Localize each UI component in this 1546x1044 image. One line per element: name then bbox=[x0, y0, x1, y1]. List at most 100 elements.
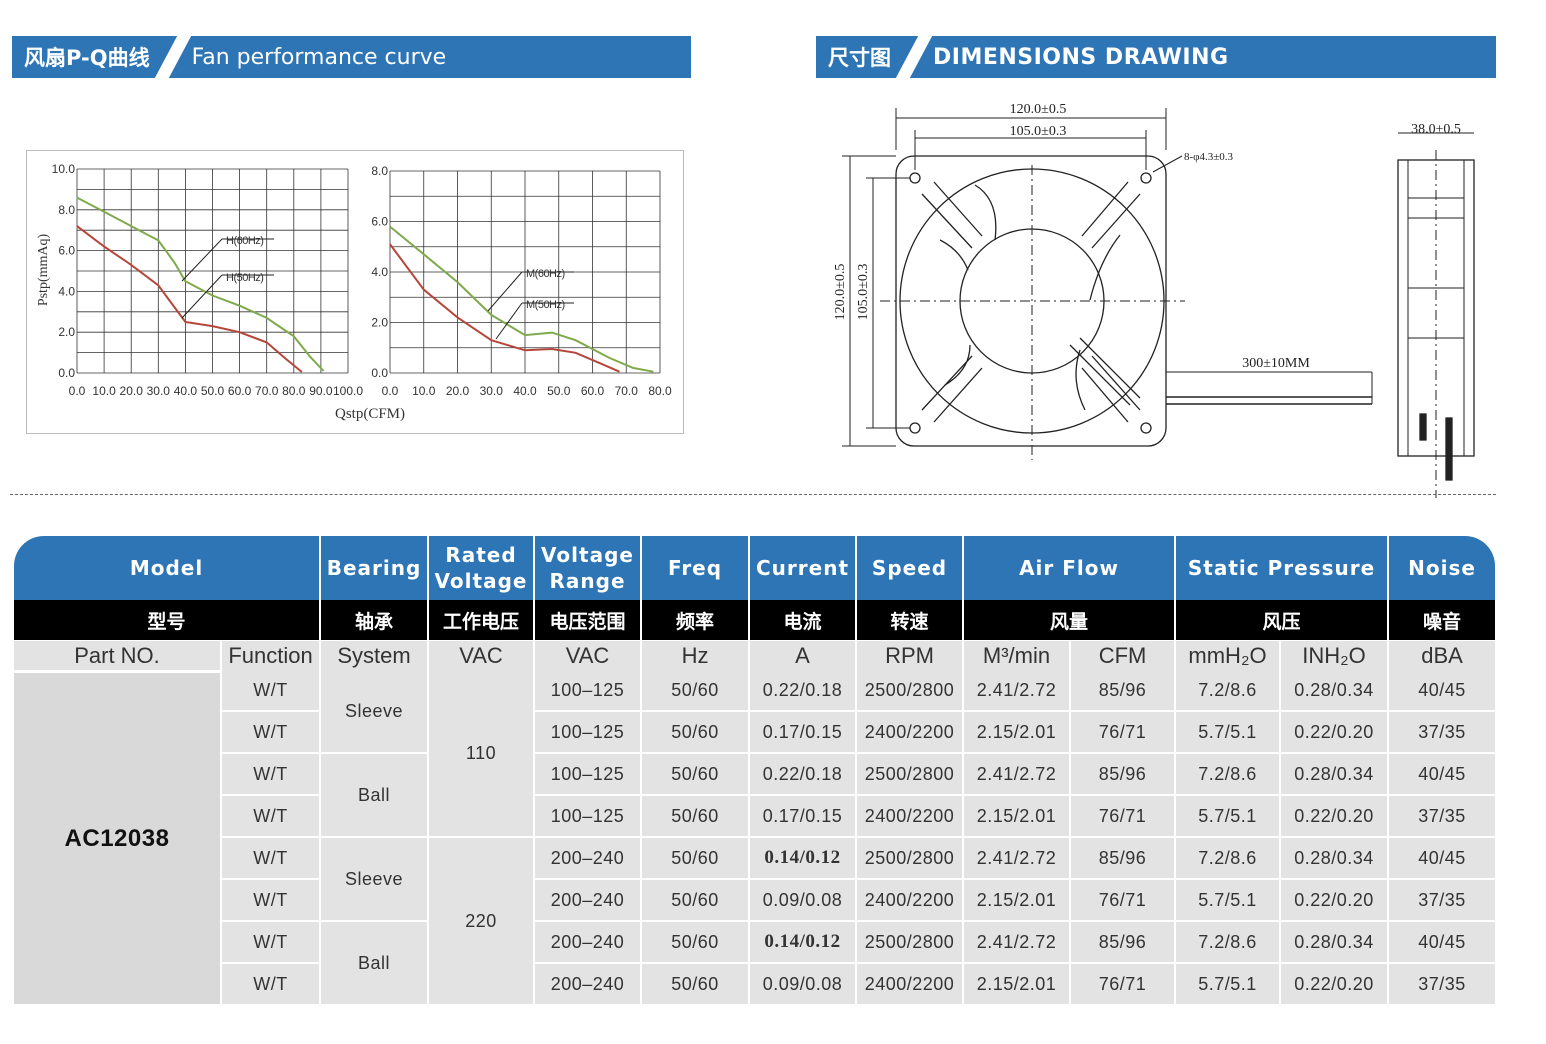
dba-cell: 40/45 bbox=[1389, 754, 1496, 796]
bearing-cell: Ball bbox=[321, 754, 430, 838]
m3-cell: 2.15/2.01 bbox=[964, 880, 1072, 922]
side-frame bbox=[1397, 159, 1475, 457]
inh-cell: 0.28/0.34 bbox=[1281, 754, 1390, 796]
unit-rpm: RPM bbox=[857, 640, 965, 670]
m3-cell: 2.15/2.01 bbox=[964, 712, 1072, 754]
range-cell: 200–240 bbox=[535, 922, 643, 964]
dim-overall-height: 120.0±0.5 bbox=[833, 264, 848, 321]
range-cell: 200–240 bbox=[535, 964, 643, 1006]
pq-curve-banner: 风扇P-Q曲线 Fan performance curve bbox=[12, 29, 691, 85]
header-freq: Freq bbox=[642, 536, 751, 600]
a-cell: 0.09/0.08 bbox=[750, 880, 858, 922]
m3-cell: 2.15/2.01 bbox=[964, 796, 1072, 838]
bearing-cell: Sleeve bbox=[321, 670, 430, 754]
function-cell: W/T bbox=[222, 880, 322, 922]
mount-hole bbox=[1140, 172, 1152, 184]
header-voltage-range-cn: 电压范围 bbox=[535, 600, 643, 640]
dba-cell: 37/35 bbox=[1389, 796, 1496, 838]
mount-hole bbox=[909, 172, 921, 184]
unit-inh2o: INH₂O bbox=[1281, 640, 1390, 670]
inh-cell: 0.28/0.34 bbox=[1281, 922, 1390, 964]
dba-cell: 40/45 bbox=[1389, 838, 1496, 880]
range-cell: 200–240 bbox=[535, 880, 643, 922]
m3-cell: 2.41/2.72 bbox=[964, 754, 1072, 796]
header-noise: Noise bbox=[1389, 536, 1496, 600]
range-cell: 100–125 bbox=[535, 754, 643, 796]
rated-voltage-cell: 220 bbox=[429, 838, 536, 1006]
unit-dba: dBA bbox=[1389, 640, 1496, 670]
header-speed-cn: 转速 bbox=[857, 600, 965, 640]
range-cell: 100–125 bbox=[535, 796, 643, 838]
hz-cell: 50/60 bbox=[642, 880, 751, 922]
range-cell: 100–125 bbox=[535, 712, 643, 754]
cfm-cell: 76/71 bbox=[1071, 712, 1177, 754]
unit-vac: VAC bbox=[429, 640, 536, 670]
function-cell: W/T bbox=[222, 922, 322, 964]
unit-function: Function bbox=[222, 640, 322, 670]
rpm-cell: 2400/2200 bbox=[857, 712, 965, 754]
cfm-cell: 85/96 bbox=[1071, 922, 1177, 964]
function-cell: W/T bbox=[222, 838, 322, 880]
a-cell: 0.17/0.15 bbox=[750, 712, 858, 754]
header-bearing: Bearing bbox=[321, 536, 430, 600]
mount-hole bbox=[1140, 422, 1152, 434]
fan-ring bbox=[899, 168, 1165, 434]
mmh-cell: 5.7/5.1 bbox=[1176, 712, 1282, 754]
dim-lead: 300±10MM bbox=[1242, 356, 1310, 371]
hz-cell: 50/60 bbox=[642, 838, 751, 880]
fan-frame bbox=[895, 155, 1167, 447]
a-cell: 0.22/0.18 bbox=[750, 754, 858, 796]
mmh-cell: 5.7/5.1 bbox=[1176, 964, 1282, 1006]
mount-hole bbox=[909, 422, 921, 434]
unit-row: Part NO. Function System VAC VAC Hz A RP… bbox=[14, 640, 1496, 670]
inh-cell: 0.22/0.20 bbox=[1281, 796, 1390, 838]
header-voltage-range: Voltage Range bbox=[535, 536, 643, 600]
m3-cell: 2.41/2.72 bbox=[964, 670, 1072, 712]
dba-cell: 37/35 bbox=[1389, 880, 1496, 922]
rpm-cell: 2400/2200 bbox=[857, 796, 965, 838]
dim-depth: 38.0±0.5 bbox=[1411, 122, 1461, 137]
header-speed: Speed bbox=[857, 536, 965, 600]
hz-cell: 50/60 bbox=[642, 754, 751, 796]
header-rated-voltage: Rated Voltage bbox=[429, 536, 536, 600]
dim-hole-pitch-width: 105.0±0.3 bbox=[1010, 124, 1067, 139]
rated-voltage-cell: 110 bbox=[429, 670, 536, 838]
mmh-cell: 5.7/5.1 bbox=[1176, 796, 1282, 838]
header-static-pressure: Static Pressure bbox=[1176, 536, 1390, 600]
header-current: Current bbox=[750, 536, 858, 600]
function-cell: W/T bbox=[222, 796, 322, 838]
dba-cell: 37/35 bbox=[1389, 712, 1496, 754]
cfm-cell: 85/96 bbox=[1071, 754, 1177, 796]
unit-mmh2o: mmH₂O bbox=[1176, 640, 1282, 670]
banner-slash bbox=[892, 29, 936, 85]
inh-cell: 0.22/0.20 bbox=[1281, 712, 1390, 754]
hz-cell: 50/60 bbox=[642, 712, 751, 754]
inh-cell: 0.28/0.34 bbox=[1281, 670, 1390, 712]
hz-cell: 50/60 bbox=[642, 922, 751, 964]
header-air-flow: Air Flow bbox=[964, 536, 1177, 600]
a-cell: 0.09/0.08 bbox=[750, 964, 858, 1006]
header-model: Model bbox=[14, 536, 322, 600]
inh-cell: 0.22/0.20 bbox=[1281, 880, 1390, 922]
hz-cell: 50/60 bbox=[642, 670, 751, 712]
mmh-cell: 7.2/8.6 bbox=[1176, 670, 1282, 712]
cfm-cell: 85/96 bbox=[1071, 838, 1177, 880]
unit-m3-min: M³/min bbox=[964, 640, 1072, 670]
section-divider bbox=[10, 494, 1496, 495]
dim-hole: 8-φ4.3±0.3 bbox=[1184, 151, 1234, 163]
a-cell: 0.14/0.12 bbox=[750, 838, 858, 880]
range-cell: 100–125 bbox=[535, 670, 643, 712]
table-row: W/T 100–125 50/60 0.17/0.15 2400/2200 2.15/2.… bbox=[14, 712, 1496, 754]
dba-cell: 37/35 bbox=[1389, 964, 1496, 1006]
mmh-cell: 7.2/8.6 bbox=[1176, 754, 1282, 796]
a-cell: 0.22/0.18 bbox=[750, 670, 858, 712]
header-freq-cn: 频率 bbox=[642, 600, 751, 640]
header-row-en: Model Bearing Rated Voltage Voltage Rang… bbox=[14, 536, 1496, 600]
mmh-cell: 5.7/5.1 bbox=[1176, 880, 1282, 922]
function-cell: W/T bbox=[222, 964, 322, 1006]
dimensions-title-en: DIMENSIONS DRAWING bbox=[933, 44, 1229, 70]
dba-cell: 40/45 bbox=[1389, 670, 1496, 712]
rpm-cell: 2500/2800 bbox=[857, 670, 965, 712]
table-row: W/T 100–125 50/60 0.17/0.15 2400/2200 2.15/2.… bbox=[14, 796, 1496, 838]
rpm-cell: 2500/2800 bbox=[857, 754, 965, 796]
